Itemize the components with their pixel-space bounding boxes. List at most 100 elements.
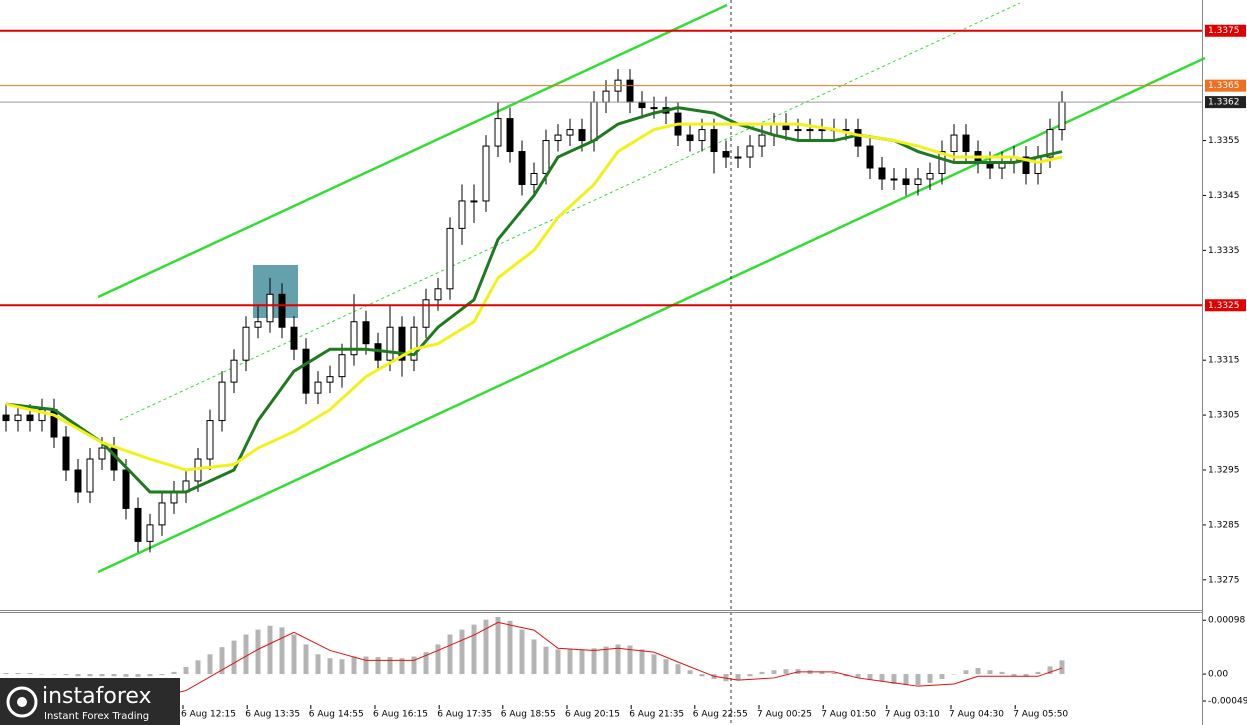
y-tick-label: 1.3305: [1208, 411, 1240, 421]
candle-body: [1058, 101, 1066, 131]
histogram-bar: [231, 640, 237, 675]
histogram-bar: [531, 639, 537, 675]
histogram-bar: [891, 674, 897, 684]
candle-body: [230, 359, 238, 383]
logo: instaforex Instant Forex Trading: [0, 678, 180, 725]
price-level-box: [1205, 79, 1246, 92]
candle-body: [446, 227, 454, 290]
histogram-bar: [435, 644, 441, 675]
y-tick-label: 0.00098: [1208, 616, 1245, 626]
candle-body: [278, 293, 286, 328]
histogram-bar: [303, 644, 309, 675]
histogram-bar: [519, 629, 525, 675]
histogram-bar: [687, 670, 693, 675]
candle-body: [686, 134, 694, 142]
candle-body: [842, 129, 850, 132]
candle-body: [14, 414, 22, 422]
histogram-bar: [507, 620, 513, 675]
candle-body: [290, 326, 298, 350]
price-level-box: [1205, 96, 1246, 109]
histogram-bar: [735, 674, 741, 681]
histogram-bar: [471, 624, 477, 675]
histogram-bar: [327, 658, 333, 675]
histogram-bar: [207, 654, 213, 675]
x-tick-label: 7 Aug 03:10: [885, 710, 940, 720]
histogram-bar: [411, 656, 417, 675]
histogram-bar: [87, 674, 93, 677]
price-level-label: 1.3325: [1208, 301, 1240, 311]
candle-body: [914, 178, 922, 185]
histogram-bar: [999, 671, 1005, 675]
histogram-bar: [159, 674, 165, 676]
candle-body: [758, 134, 766, 147]
histogram-bar: [255, 629, 261, 675]
highlight-box: [253, 265, 298, 318]
time-axis: 6 Aug 12:15 6 Aug 13:35 6 Aug 14:55 6 Aug 1…: [181, 705, 1068, 720]
candle-body: [218, 381, 226, 422]
candle-body: [554, 134, 562, 142]
candle-body: [350, 321, 358, 356]
histogram-bar: [567, 649, 573, 675]
x-tick-label: 6 Aug 17:35: [437, 710, 492, 720]
histogram-bar: [651, 654, 657, 675]
candle-body: [314, 381, 322, 394]
x-tick-label: 7 Aug 04:30: [949, 710, 1004, 720]
candle-body: [470, 200, 478, 203]
candle-body: [266, 293, 274, 323]
histogram-bar: [951, 674, 957, 675]
histogram-bar: [219, 647, 225, 675]
logo-icon: [17, 697, 27, 707]
histogram-bar: [579, 649, 585, 675]
candle-body: [62, 436, 70, 471]
histogram-bar: [459, 629, 465, 675]
candle-body: [506, 118, 514, 153]
candle-body: [326, 376, 334, 383]
histogram-bar: [783, 669, 789, 675]
candle-body: [398, 326, 406, 361]
histogram-bar: [639, 649, 645, 675]
candle-body: [854, 129, 862, 147]
histogram-bar: [291, 634, 297, 675]
candle-body: [710, 129, 718, 153]
histogram-bar: [39, 674, 45, 675]
candle-body: [626, 79, 634, 103]
histogram-bar: [147, 674, 153, 677]
candle-body: [866, 145, 874, 169]
candle-body: [638, 101, 646, 109]
histogram-bar: [75, 674, 81, 677]
histogram-bar: [1059, 660, 1065, 675]
histogram-bar: [63, 674, 69, 676]
candle-body: [1022, 156, 1030, 175]
candle-body: [890, 178, 898, 181]
histogram-bar: [627, 645, 633, 675]
candle-body: [302, 348, 310, 394]
y-tick-label: 1.3345: [1208, 191, 1240, 201]
signal-line: [5, 621, 1063, 700]
macd-panel: 0.00098 0.00 -0.00049: [3, 616, 1247, 707]
candle-body: [578, 129, 586, 142]
candle-body: [482, 145, 490, 202]
histogram-bar: [663, 659, 669, 675]
candle-body: [902, 178, 910, 185]
histogram-bar: [279, 627, 285, 675]
candle-body: [602, 90, 610, 103]
candle-body: [542, 140, 550, 175]
candle-body: [386, 326, 394, 361]
histogram-bar: [939, 674, 945, 680]
candle-body: [134, 507, 142, 542]
moving-average: [5, 106, 1063, 494]
histogram-bar: [495, 616, 501, 675]
candle-body: [146, 524, 154, 542]
x-tick-label: 7 Aug 01:50: [821, 710, 876, 720]
candle-body: [794, 129, 802, 132]
histogram-bar: [267, 625, 273, 675]
x-tick-label: 6 Aug 14:55: [309, 710, 364, 720]
candle-body: [878, 167, 886, 180]
x-tick-label: 6 Aug 22:55: [693, 710, 748, 720]
histogram-bar: [363, 656, 369, 675]
candle-body: [2, 414, 10, 422]
histogram-bar: [603, 646, 609, 675]
histogram-bar: [483, 619, 489, 675]
